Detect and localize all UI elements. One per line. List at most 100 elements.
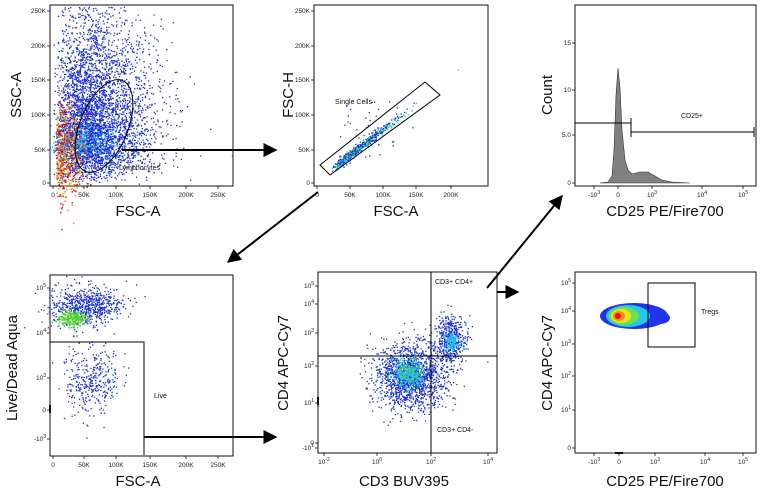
- tick-label: 15: [564, 40, 572, 47]
- single-cells-gate: [319, 81, 441, 176]
- tick-label: -103: [588, 190, 600, 199]
- tick-label: 50K: [78, 462, 90, 469]
- tick-label: 104: [483, 457, 493, 466]
- tick-label: 10-2: [318, 457, 330, 466]
- gate-label-cd4-negative: CD3+ CD4-: [437, 427, 474, 434]
- tick-label: -103: [34, 434, 46, 443]
- tick-label: 104: [304, 299, 314, 308]
- tick-label: 0: [617, 459, 621, 466]
- tick-label: 105: [36, 283, 46, 292]
- tick-label: 105: [738, 190, 748, 199]
- x-axis-label: CD25 PE/Fire700: [606, 473, 724, 490]
- scatter-dots: [317, 304, 489, 426]
- y-axis-label: CD4 APC-Cy7: [275, 315, 292, 411]
- tick-label: 0: [616, 192, 620, 199]
- y-ticks: -103 0 103 104 105: [34, 283, 50, 443]
- arrow-cd3cd4-to-cd25: [486, 194, 563, 289]
- gate-label: Single Cells: [335, 99, 372, 106]
- plot-frame: [313, 4, 489, 187]
- tick-label: 100K: [108, 462, 124, 469]
- y-axis-label: CD4 APC-Cy7: [539, 315, 556, 411]
- tick-label: 10: [564, 87, 572, 94]
- tregs-gate: [647, 282, 696, 348]
- scatter-dots: [24, 275, 146, 439]
- tick-label: 200K: [31, 43, 47, 50]
- tick-label: 100K: [295, 112, 311, 119]
- tick-label: 104: [697, 190, 707, 199]
- tick-label: 0: [51, 462, 55, 469]
- y-axis-label: FSC-H: [280, 72, 297, 118]
- x-ticks: 0 50K 100K 150K 200K 250K: [51, 456, 226, 469]
- y-ticks: 0 5.0 10 15: [562, 40, 575, 187]
- y-ticks: 0 50K 100K 150K 200K 250K: [31, 8, 50, 187]
- tick-label: 150K: [31, 77, 47, 84]
- tick-label: 150K: [142, 462, 158, 469]
- tick-label: 102: [304, 361, 314, 370]
- y-axis-label: Count: [539, 74, 556, 115]
- tick-label: 150K: [295, 77, 311, 84]
- tick-label: 105: [561, 278, 571, 287]
- tick-label: 250K: [210, 192, 226, 199]
- y-axis-label: SSC-A: [8, 72, 25, 118]
- tick-label: 105: [304, 281, 314, 290]
- x-ticks: -103 0 103 104 105: [588, 453, 748, 466]
- plot-frame: [317, 271, 498, 454]
- tick-label: 250K: [210, 462, 226, 469]
- tick-label: 102: [426, 457, 436, 466]
- x-ticks: -103 0 103 104 105: [588, 186, 748, 199]
- plot-frame: [49, 274, 234, 457]
- gate-label: Live: [154, 393, 167, 400]
- tick-label: 100K: [31, 112, 47, 119]
- y-ticks: 0 101 102 103 104 105: [561, 278, 575, 452]
- tick-label: 0: [567, 180, 571, 187]
- tick-label: -101: [302, 443, 314, 452]
- tick-label: 5.0: [562, 132, 571, 139]
- tick-label: 250K: [295, 8, 311, 15]
- tick-label: 200K: [178, 192, 194, 199]
- lymphocyte-gate: [74, 79, 134, 173]
- panel-cd25-histogram: -103 0 103 104 105 0 5.0 10 15 CD25+ CD25 PE/Fi…: [539, 4, 757, 220]
- gate-label: Tregs: [701, 309, 719, 316]
- tick-label: 102: [561, 371, 571, 380]
- tick-label: 50K: [78, 192, 90, 199]
- gate-label-cd4-positive: CD3+ CD4+: [435, 279, 473, 286]
- density-blob: [600, 303, 670, 454]
- tick-label: 103: [36, 373, 46, 382]
- scatter-dots: [48, 6, 234, 231]
- tick-label: 150K: [408, 192, 424, 199]
- x-axis-label: FSC-A: [116, 473, 161, 490]
- tick-label: 0: [306, 180, 310, 187]
- gate-label: Lymphocytes: [119, 165, 160, 172]
- tick-label: 250K: [31, 8, 47, 15]
- tick-label: 103: [561, 339, 571, 348]
- plot-frame: [49, 4, 234, 187]
- tick-label: 0: [567, 445, 571, 452]
- tick-label: 0: [315, 192, 319, 199]
- tick-label: 100K: [108, 192, 124, 199]
- gate-label: CD25+: [681, 113, 703, 120]
- tick-label: 103: [650, 457, 660, 466]
- arrow-singlets-to-live: [226, 191, 319, 263]
- x-axis-label: CD25 PE/Fire700: [606, 203, 724, 220]
- tick-label: 0: [310, 440, 314, 447]
- tick-label: 103: [304, 328, 314, 337]
- x-axis-label: FSC-A: [116, 203, 161, 220]
- y-axis-label: Live/Dead Aqua: [4, 314, 21, 421]
- tick-label: 105: [738, 457, 748, 466]
- scatter-dots: [331, 69, 460, 172]
- tick-label: 101: [304, 398, 314, 407]
- x-axis-label: FSC-A: [374, 203, 419, 220]
- y-ticks: 0 50K 100K 150K 200K 250K: [295, 8, 314, 187]
- tick-label: 104: [561, 306, 571, 315]
- tick-label: 0: [42, 407, 46, 414]
- x-ticks: 0 50K 100K 150K 200K: [315, 186, 459, 199]
- tick-label: 0: [51, 192, 55, 199]
- tick-label: 0: [42, 180, 46, 187]
- tick-label: 101: [561, 405, 571, 414]
- tick-label: 104: [36, 328, 46, 337]
- plot-frame: [574, 271, 757, 454]
- cd25-histogram: [599, 67, 691, 184]
